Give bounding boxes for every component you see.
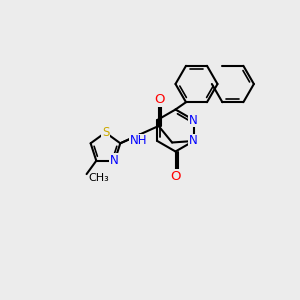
Text: O: O (154, 93, 164, 106)
Text: S: S (102, 126, 109, 139)
Text: CH₃: CH₃ (88, 173, 109, 183)
Text: O: O (170, 170, 181, 183)
Text: N: N (189, 113, 198, 127)
Text: N: N (110, 154, 119, 167)
Text: N: N (189, 134, 198, 148)
Text: NH: NH (130, 134, 147, 148)
